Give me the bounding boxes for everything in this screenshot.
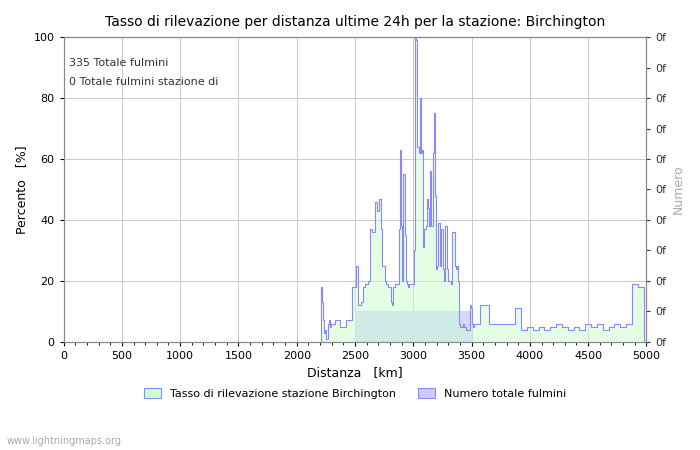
Legend: Tasso di rilevazione stazione Birchington, Numero totale fulmini: Tasso di rilevazione stazione Birchingto… (140, 384, 570, 403)
X-axis label: Distanza   [km]: Distanza [km] (307, 366, 402, 379)
Title: Tasso di rilevazione per distanza ultime 24h per la stazione: Birchington: Tasso di rilevazione per distanza ultime… (105, 15, 605, 29)
Text: 0 Totale fulmini stazione di: 0 Totale fulmini stazione di (69, 76, 219, 87)
Y-axis label: Numero: Numero (672, 165, 685, 214)
Text: 335 Totale fulmini: 335 Totale fulmini (69, 58, 169, 68)
Text: www.lightningmaps.org: www.lightningmaps.org (7, 436, 122, 446)
Y-axis label: Percento   [%]: Percento [%] (15, 145, 28, 234)
